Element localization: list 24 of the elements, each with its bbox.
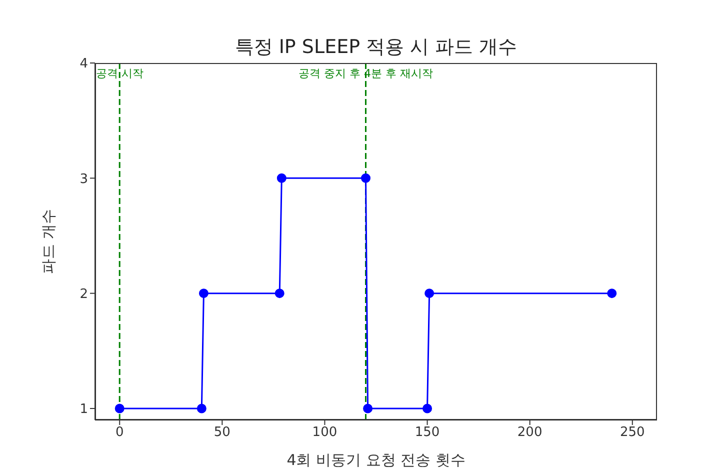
point bbox=[276, 173, 286, 183]
y-tick-label: 2 bbox=[80, 286, 88, 302]
x-tick-label: 150 bbox=[414, 425, 440, 440]
x-tick-label: 250 bbox=[620, 425, 645, 440]
y-tick-label: 3 bbox=[80, 172, 88, 187]
y-axis-title: 파드 개수 bbox=[39, 209, 58, 274]
chart-title: 특정 IP SLEEP 적용 시 파드 개수 bbox=[234, 35, 518, 60]
point bbox=[607, 288, 617, 298]
point bbox=[198, 288, 208, 298]
x-tick-label: 200 bbox=[517, 425, 542, 440]
point bbox=[274, 288, 284, 298]
x-tick-label: 100 bbox=[312, 425, 338, 440]
ref-line-label: 공격 시작 bbox=[96, 66, 144, 80]
x-tick-label: 50 bbox=[214, 425, 230, 440]
point bbox=[196, 404, 206, 414]
point bbox=[363, 404, 373, 414]
y-tick-label: 1 bbox=[80, 402, 88, 418]
point bbox=[424, 288, 434, 298]
x-axis-title: 4회 비동기 요청 전송 횟수 bbox=[286, 451, 466, 469]
point bbox=[422, 404, 432, 414]
y-tick-label: 4 bbox=[80, 56, 88, 72]
point bbox=[360, 173, 370, 183]
x-tick-label: 0 bbox=[115, 425, 124, 440]
point bbox=[114, 404, 124, 414]
